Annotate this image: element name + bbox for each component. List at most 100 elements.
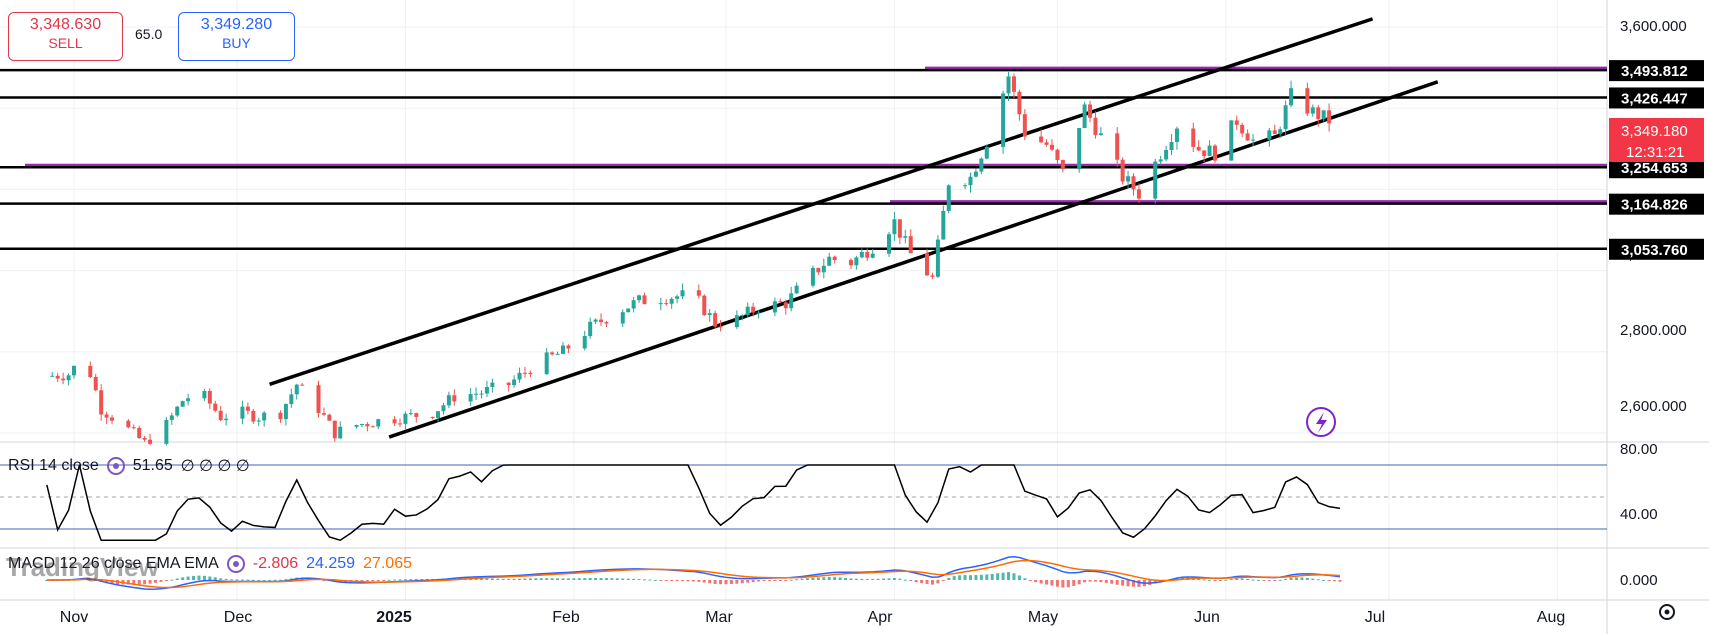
macd-histogram-bar [170,579,174,581]
macd-histogram-bar [740,580,744,584]
candle-body [289,394,294,404]
sell-button[interactable]: 3,348.630 SELL [8,12,123,61]
candle-body [1283,105,1288,130]
macd-histogram-bar [1180,577,1184,580]
candle-body [55,375,60,379]
candle-body [1115,133,1120,160]
macd-histogram-bar [811,577,815,580]
candle-body [392,419,397,424]
macd-histogram-bar [45,580,49,581]
macd-histogram-bar [849,578,853,580]
candle-body [283,403,288,420]
macd-histogram-bar [664,580,668,581]
candle-body [637,295,642,301]
candle-body [626,308,631,313]
candle-body [1207,145,1212,157]
rsi-legend[interactable]: RSI 14 close 51.65 ∅ ∅ ∅ ∅ [8,456,250,476]
level-label: 3,493.812 [1621,63,1688,80]
candle-body [1321,110,1326,120]
macd-histogram-bar [230,579,234,581]
candle-body [1060,160,1065,170]
macd-histogram-bar [322,580,326,581]
candle-body [1120,159,1125,182]
macd-histogram-bar [795,579,799,581]
macd-histogram-bar [1110,580,1114,584]
candle-body [713,313,718,327]
sell-price: 3,348.630 [29,16,102,33]
candle-body [680,290,685,297]
macd-histogram-bar [1007,572,1011,580]
candle-body [142,437,147,440]
candle-body [414,413,419,417]
settings-icon[interactable] [1657,602,1677,622]
macd-histogram-bar [909,580,913,581]
candle-body [892,219,897,235]
macd-histogram-bar [1305,577,1309,580]
macd-histogram-bar [1039,580,1043,584]
candle-body [321,413,326,415]
macd-legend[interactable]: MACD 12 26 close EMA EMA -2.806 24.259 2… [8,555,412,573]
macd-histogram-bar [393,579,397,581]
candle-body [148,439,153,444]
candle-body [1278,129,1283,134]
macd-histogram-bar [952,576,956,580]
macd-histogram-bar [588,577,592,580]
macd-histogram-bar [958,575,962,580]
spread-value: 65.0 [135,26,163,42]
macd-histogram-bar [164,580,168,581]
macd-histogram-bar [822,577,826,580]
macd-histogram-bar [729,580,733,585]
candle-body [169,415,174,420]
level-label: 3,053.760 [1621,242,1688,259]
macd-histogram-bar [1001,572,1005,580]
macd-histogram-bar [577,578,581,580]
candle-body [756,312,761,314]
macd-histogram-bar [1311,578,1315,580]
macd-histogram-bar [621,578,625,580]
buy-label: BUY [222,35,251,51]
candle-body [1098,133,1103,136]
macd-histogram-bar [963,575,967,580]
macd-histogram-bar [523,578,527,580]
macd-histogram-bar [507,578,511,580]
macd-histogram-bar [1028,580,1032,581]
candle-body [479,393,484,395]
candle-body [935,239,940,277]
refresh-icon[interactable] [226,555,245,573]
countdown-label: 12:31:21 [1626,144,1684,161]
macd-histogram-bar [110,580,114,584]
macd-histogram-bar [365,580,369,582]
candle-body [593,319,598,322]
price-tick-label: 3,600.000 [1620,18,1687,35]
macd-histogram-bar [757,580,761,582]
refresh-icon[interactable] [106,457,125,475]
candle-body [186,398,191,402]
macd-histogram-bar [186,576,190,580]
macd-histogram-bar [670,580,674,581]
candle-body [718,326,723,328]
macd-histogram-bar [1066,580,1070,588]
candle-body [1006,76,1011,94]
candle-body [582,336,587,349]
macd-histogram-bar [1267,580,1271,581]
candle-body [468,394,473,402]
candle-body [745,306,750,316]
candle-body [1017,91,1022,115]
candle-body [251,410,256,422]
macd-histogram-bar [1132,580,1135,587]
macd-histogram-bar [626,578,630,580]
macd-histogram-bar [925,580,929,584]
macd-histogram-bar [637,579,641,581]
macd-histogram-bar [1137,580,1141,587]
macd-histogram-bar [1322,579,1326,581]
macd-histogram-bar [936,580,940,584]
lightning-icon [1316,412,1327,433]
macd-histogram-bar [876,578,880,580]
candle-body [783,302,788,309]
macd-histogram-bar [784,580,788,581]
candle-body [300,384,305,386]
buy-button[interactable]: 3,349.280 BUY [178,12,295,61]
candle-body [1093,117,1098,136]
macd-histogram-bar [202,575,206,580]
